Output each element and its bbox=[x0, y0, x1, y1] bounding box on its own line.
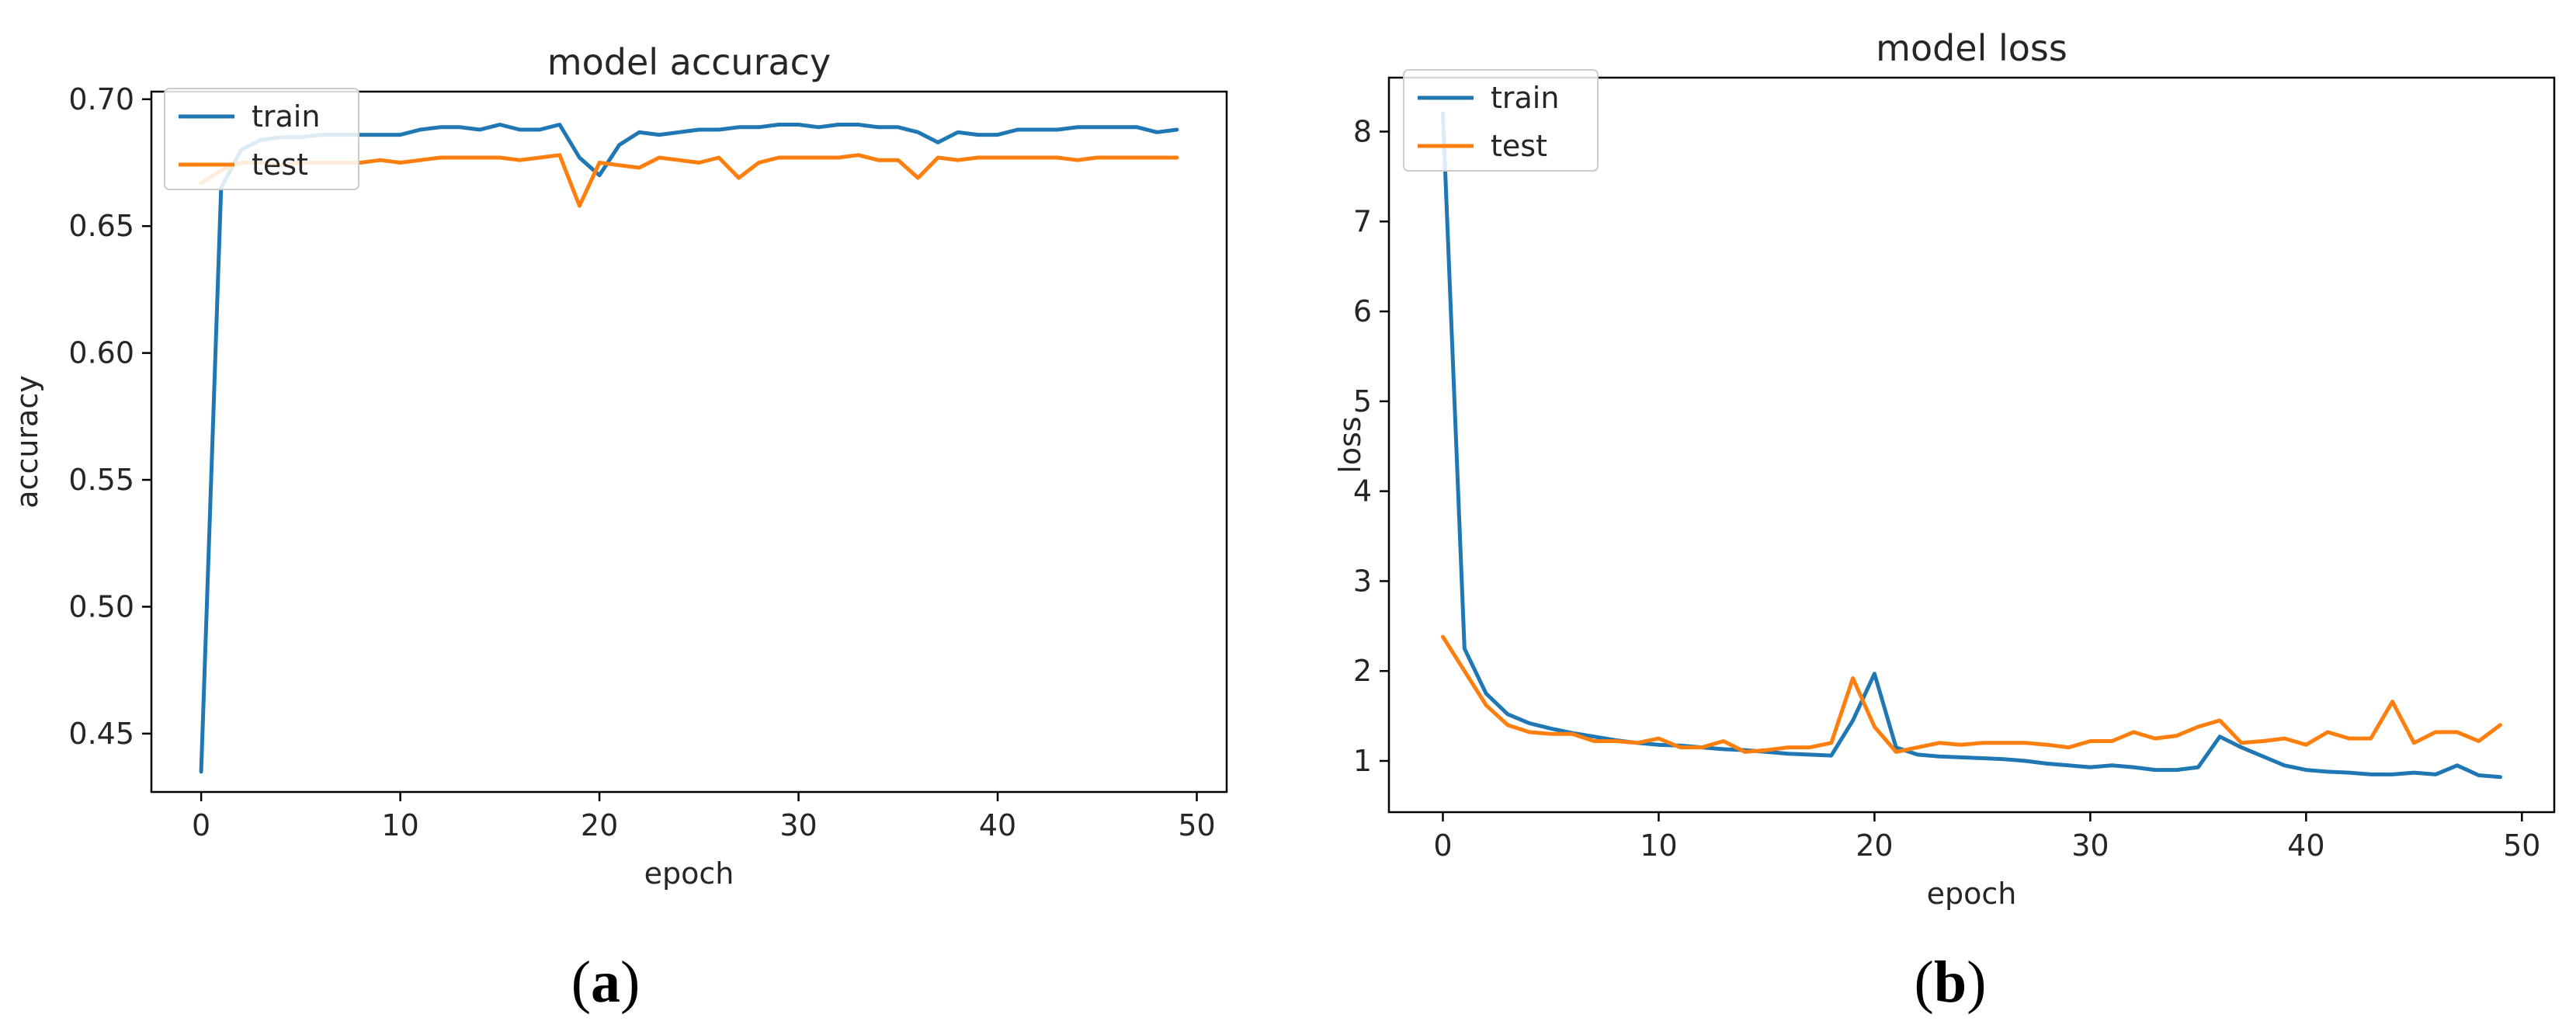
x-tick-label: 10 bbox=[1640, 828, 1677, 863]
y-tick-label: 7 bbox=[1353, 204, 1372, 238]
y-tick-label: 0.65 bbox=[68, 209, 134, 243]
x-tick-label: 40 bbox=[2287, 828, 2324, 863]
y-tick-label: 1 bbox=[1353, 744, 1372, 778]
legend: train test bbox=[1403, 69, 1599, 172]
caption-letter: b bbox=[1934, 950, 1967, 1015]
x-tick-label: 50 bbox=[1178, 808, 1215, 842]
series-line-train bbox=[1441, 111, 2502, 780]
x-tick-label: 30 bbox=[2071, 828, 2109, 863]
y-axis-label: loss bbox=[1333, 416, 1367, 473]
y-tick-label: 0.50 bbox=[68, 589, 134, 623]
x-tick-label: 10 bbox=[381, 808, 418, 842]
series-line-train bbox=[199, 123, 1179, 774]
legend: train test bbox=[164, 88, 359, 190]
x-tick-label: 20 bbox=[1856, 828, 1893, 863]
y-tick-label: 3 bbox=[1353, 564, 1372, 598]
legend-label-train: train bbox=[252, 99, 320, 134]
panel-caption: (b) bbox=[1915, 950, 1987, 1015]
y-tick-label: 6 bbox=[1353, 294, 1372, 328]
caption-open-paren: ( bbox=[571, 950, 591, 1015]
y-tick-label: 4 bbox=[1353, 474, 1372, 509]
plot-area-frame bbox=[1387, 76, 2556, 814]
chart-panel-b: 0 10 20 30 40 50 1 2 3 4 5 6 7 8 model loss epoch loss tr… bbox=[1333, 27, 2556, 1015]
legend-label-test: test bbox=[1491, 129, 1547, 163]
series-line-test bbox=[199, 153, 1179, 208]
y-tick-label: 0.55 bbox=[68, 463, 134, 497]
y-tick-label: 8 bbox=[1353, 114, 1372, 148]
y-axis-label: accuracy bbox=[10, 375, 44, 508]
x-tick-label: 0 bbox=[192, 808, 210, 842]
y-tick-label: 0.60 bbox=[68, 336, 134, 370]
caption-close-paren: ) bbox=[620, 950, 640, 1015]
x-tick-label: 20 bbox=[581, 808, 618, 842]
plot-area-frame bbox=[150, 90, 1228, 794]
y-tick-label: 5 bbox=[1353, 384, 1372, 419]
chart-panel-a: 0 10 20 30 40 50 0.45 0.50 0.55 0.60 0.65 0.70 model… bbox=[10, 41, 1228, 1015]
x-tick-label: 40 bbox=[979, 808, 1016, 842]
chart-title: model accuracy bbox=[547, 41, 831, 83]
caption-close-paren: ) bbox=[1967, 950, 1986, 1015]
caption-letter: a bbox=[591, 950, 620, 1015]
x-axis-label: epoch bbox=[1927, 877, 2017, 911]
legend-label-train: train bbox=[1491, 81, 1559, 115]
x-tick-label: 30 bbox=[779, 808, 817, 842]
panel-caption: (a) bbox=[571, 950, 641, 1015]
x-tick-label: 0 bbox=[1433, 828, 1452, 863]
y-tick-label: 0.70 bbox=[68, 82, 134, 116]
x-axis-label: epoch bbox=[644, 856, 734, 891]
y-tick-label: 0.45 bbox=[68, 717, 134, 751]
legend-label-test: test bbox=[252, 148, 308, 182]
y-tick-label: 2 bbox=[1353, 654, 1372, 688]
caption-open-paren: ( bbox=[1915, 950, 1934, 1015]
series-line-test bbox=[1441, 634, 2502, 754]
chart-title: model loss bbox=[1876, 27, 2067, 69]
x-tick-label: 50 bbox=[2503, 828, 2540, 863]
